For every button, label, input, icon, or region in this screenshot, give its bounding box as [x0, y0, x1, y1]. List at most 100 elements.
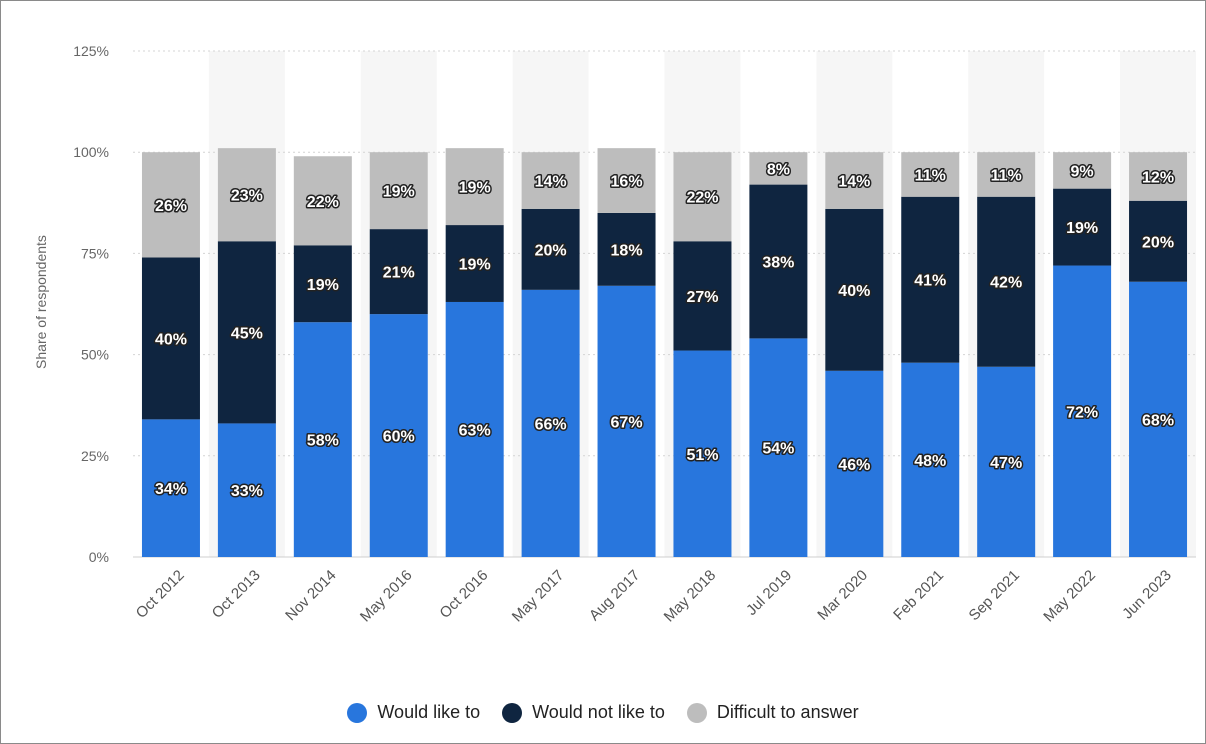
x-tick-label: Oct 2013 [209, 567, 264, 622]
x-tick-label: May 2018 [661, 567, 720, 626]
bar-segment[interactable] [825, 152, 884, 209]
x-tick-label: May 2016 [357, 567, 416, 626]
data-label: 19% [383, 184, 415, 201]
legend-marker-difficult [686, 702, 707, 723]
data-label: 54% [762, 441, 794, 458]
bar-segment[interactable] [521, 289, 580, 557]
bar-segment[interactable] [369, 229, 428, 315]
data-label: 19% [459, 257, 491, 274]
bar-segment[interactable] [673, 241, 732, 351]
data-label: 8% [767, 161, 790, 178]
bar-segment[interactable] [521, 152, 580, 209]
y-tick-label: 125% [73, 43, 109, 59]
bar-segment[interactable] [445, 148, 504, 226]
x-tick-label: Oct 2016 [436, 567, 491, 622]
bar-segment[interactable] [1053, 188, 1112, 266]
data-label: 21% [383, 265, 415, 282]
bar-segment[interactable] [673, 152, 732, 242]
bars [141, 148, 1188, 557]
legend-marker-would-not-like [502, 702, 523, 723]
legend-item-difficult[interactable]: Difficult to answer [686, 702, 859, 723]
data-label: 19% [307, 277, 339, 294]
bar-segment[interactable] [217, 423, 276, 557]
data-label: 42% [990, 275, 1022, 292]
y-tick-label: 100% [73, 144, 109, 160]
bar-segment[interactable] [369, 314, 428, 557]
x-axis-ticks: Oct 2012 Oct 2013 Nov 2014 May 2016 Oct 2016… [133, 567, 1175, 626]
data-label: 22% [686, 190, 718, 207]
data-label: 19% [1066, 220, 1098, 237]
x-tick-label: Feb 2021 [890, 567, 947, 624]
bar-segment[interactable] [977, 366, 1036, 557]
bar-segment[interactable] [749, 338, 808, 557]
data-label: 48% [914, 453, 946, 470]
data-label: 40% [838, 283, 870, 300]
bar-segment[interactable] [673, 350, 732, 557]
x-tick-label: Oct 2012 [133, 567, 188, 622]
bar-segment[interactable] [901, 152, 960, 197]
data-label: 67% [611, 414, 643, 431]
bar-segment[interactable] [977, 196, 1036, 367]
data-label: 66% [535, 416, 567, 433]
bar-segment[interactable] [1053, 152, 1112, 189]
bar-segment[interactable] [141, 152, 200, 258]
legend-marker-would-like [347, 702, 368, 723]
x-tick-label: Nov 2014 [282, 567, 339, 624]
legend-item-would-like[interactable]: Would like to [347, 702, 480, 723]
bar-segment[interactable] [901, 362, 960, 557]
legend: Would like to Would not like to Difficul… [0, 702, 1206, 723]
legend-label-difficult: Difficult to answer [716, 702, 859, 722]
bar-segment[interactable] [1129, 152, 1188, 201]
data-label: 14% [838, 174, 870, 191]
bar-segment[interactable] [293, 245, 352, 323]
bar-segment[interactable] [597, 285, 656, 557]
data-label: 47% [990, 455, 1022, 472]
data-label: 14% [535, 174, 567, 191]
data-label: 12% [1142, 169, 1174, 186]
bar-segment[interactable] [141, 257, 200, 420]
data-label: 20% [1142, 234, 1174, 251]
bar-segment[interactable] [445, 301, 504, 557]
data-label: 11% [991, 167, 1022, 184]
y-axis-label: Share of respondents [33, 235, 49, 369]
bar-segment[interactable] [749, 152, 808, 185]
bar-segment[interactable] [901, 196, 960, 363]
data-label: 26% [155, 198, 187, 215]
y-tick-label: 0% [89, 549, 109, 565]
bar-segment[interactable] [141, 419, 200, 557]
data-label: 58% [307, 433, 339, 450]
data-label: 11% [915, 167, 946, 184]
y-tick-label: 50% [81, 347, 109, 363]
bar-segment[interactable] [521, 208, 580, 290]
x-tick-label: May 2017 [509, 567, 568, 626]
x-tick-label: Mar 2020 [814, 567, 871, 624]
bar-segment[interactable] [217, 148, 276, 242]
bar-segment[interactable] [977, 152, 1036, 197]
bar-segment[interactable] [1053, 265, 1112, 557]
y-tick-label: 75% [81, 245, 109, 261]
data-label: 33% [231, 483, 263, 500]
bar-segment[interactable] [825, 208, 884, 371]
bar-segment[interactable] [293, 322, 352, 557]
data-label: 68% [1142, 412, 1174, 429]
bar-segment[interactable] [369, 152, 428, 230]
x-tick-label: Sep 2021 [966, 567, 1023, 624]
data-label: 22% [307, 194, 339, 211]
data-label: 38% [762, 254, 794, 271]
bar-segment[interactable] [825, 370, 884, 557]
bar-segment[interactable] [1129, 281, 1188, 557]
x-tick-label: May 2022 [1040, 567, 1099, 626]
bar-segment[interactable] [445, 225, 504, 302]
data-label: 20% [535, 242, 567, 259]
bar-segment[interactable] [1129, 200, 1188, 282]
bar-segment[interactable] [217, 241, 276, 424]
bar-segment[interactable] [293, 156, 352, 246]
x-tick-label: Aug 2017 [586, 567, 643, 624]
legend-label-would-like: Would like to [377, 702, 481, 722]
bar-segment[interactable] [749, 184, 808, 339]
bar-segment[interactable] [597, 212, 656, 286]
legend-item-would-not-like[interactable]: Would not like to [502, 702, 665, 723]
y-tick-label: 25% [81, 448, 109, 464]
bar-segment[interactable] [597, 148, 656, 213]
x-tick-label: Jul 2019 [743, 567, 795, 619]
